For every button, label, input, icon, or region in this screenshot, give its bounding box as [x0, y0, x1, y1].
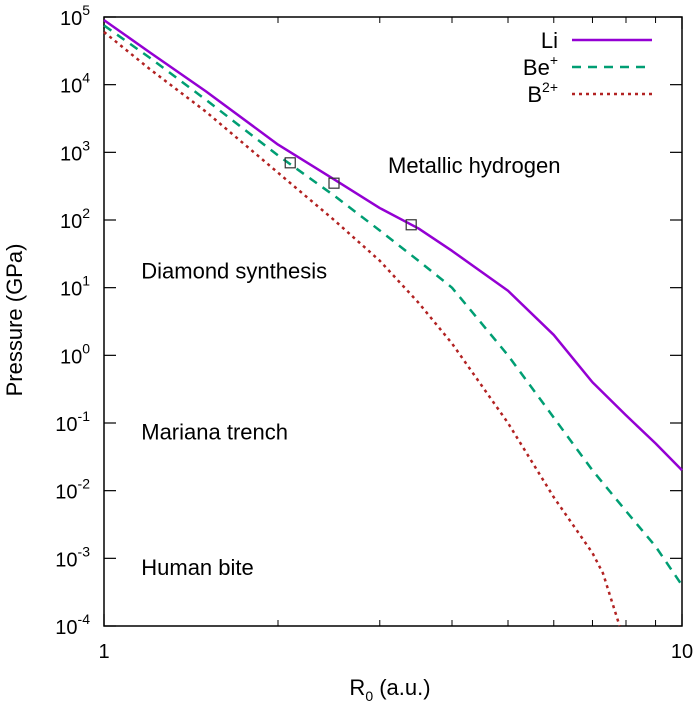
y-tick-label-base: 10	[60, 143, 82, 165]
y-axis-label: Pressure (GPa)	[2, 244, 27, 397]
y-tick-label-exp: -4	[78, 611, 91, 627]
y-tick-label: 10-1	[55, 408, 90, 436]
y-tick-label-exp: 5	[82, 2, 90, 18]
y-tick-label: 10-4	[55, 611, 90, 639]
legend-label-sup: +	[550, 52, 558, 68]
x-tick-label: 1	[98, 641, 109, 663]
annotation-label: Diamond synthesis	[141, 258, 327, 283]
data-marker	[405, 219, 417, 231]
y-tick-label: 10-3	[55, 543, 90, 571]
y-tick-label: 10-2	[55, 476, 90, 504]
data-marker	[328, 177, 340, 189]
y-tick-label-base: 10	[55, 617, 77, 639]
x-tick-label: 10	[671, 641, 693, 663]
plot-border	[103, 16, 683, 627]
y-tick-label-base: 10	[60, 346, 82, 368]
x-axis-label: R0 (a.u.)	[349, 675, 430, 704]
annotation-layer: Metallic hydrogen Diamond synthesis Marian…	[141, 153, 560, 580]
legend-label: B2+	[527, 79, 558, 107]
y-tick-label-exp: 3	[82, 137, 90, 153]
y-tick-label-base: 10	[60, 211, 82, 233]
legend-label-name: Li	[541, 28, 558, 53]
series-layer	[103, 19, 684, 627]
y-tick-label: 102	[60, 205, 90, 233]
y-tick-label-exp: -3	[78, 543, 91, 559]
y-tick-label-base: 10	[55, 414, 77, 436]
annotation-label: Mariana trench	[141, 419, 288, 444]
x-axis-label-main: R	[349, 675, 365, 700]
y-tick-label-exp: 0	[82, 340, 90, 356]
y-tick-label-base: 10	[60, 76, 82, 98]
legend-label-name: B	[527, 82, 542, 107]
x-axis-label-sub: 0	[365, 688, 373, 704]
y-tick-label-exp: 2	[82, 205, 90, 221]
annotation-label: Human bite	[141, 555, 254, 580]
y-tick-label-base: 10	[55, 482, 77, 504]
legend-label: Li	[541, 28, 558, 53]
y-tick-label: 100	[60, 340, 90, 368]
y-tick-label-exp: -1	[78, 408, 91, 424]
y-tick-label: 104	[60, 70, 90, 98]
legend-label: Be+	[523, 52, 558, 80]
annotation-label: Metallic hydrogen	[388, 153, 560, 178]
y-tick-label-base: 10	[60, 8, 82, 30]
y-tick-label-exp: 4	[82, 70, 90, 86]
x-axis-label-rest: (a.u.)	[373, 675, 430, 700]
series-line-1	[103, 19, 683, 472]
marker-layer	[284, 157, 417, 231]
y-tick-label-base: 10	[60, 279, 82, 301]
y-tick-label-exp: -2	[78, 476, 91, 492]
y-tick-label: 105	[60, 2, 90, 30]
series-line-2	[103, 24, 684, 586]
y-tick-label: 103	[60, 137, 90, 165]
y-tick-label-exp: 1	[82, 273, 90, 289]
plot-frame	[103, 16, 683, 627]
data-marker	[284, 157, 296, 169]
y-tick-label-base: 10	[55, 549, 77, 571]
series-line-3	[103, 31, 621, 627]
legend-label-name: Be	[523, 55, 550, 80]
y-tick-label: 101	[60, 273, 90, 301]
legend-label-sup: 2+	[542, 79, 558, 95]
